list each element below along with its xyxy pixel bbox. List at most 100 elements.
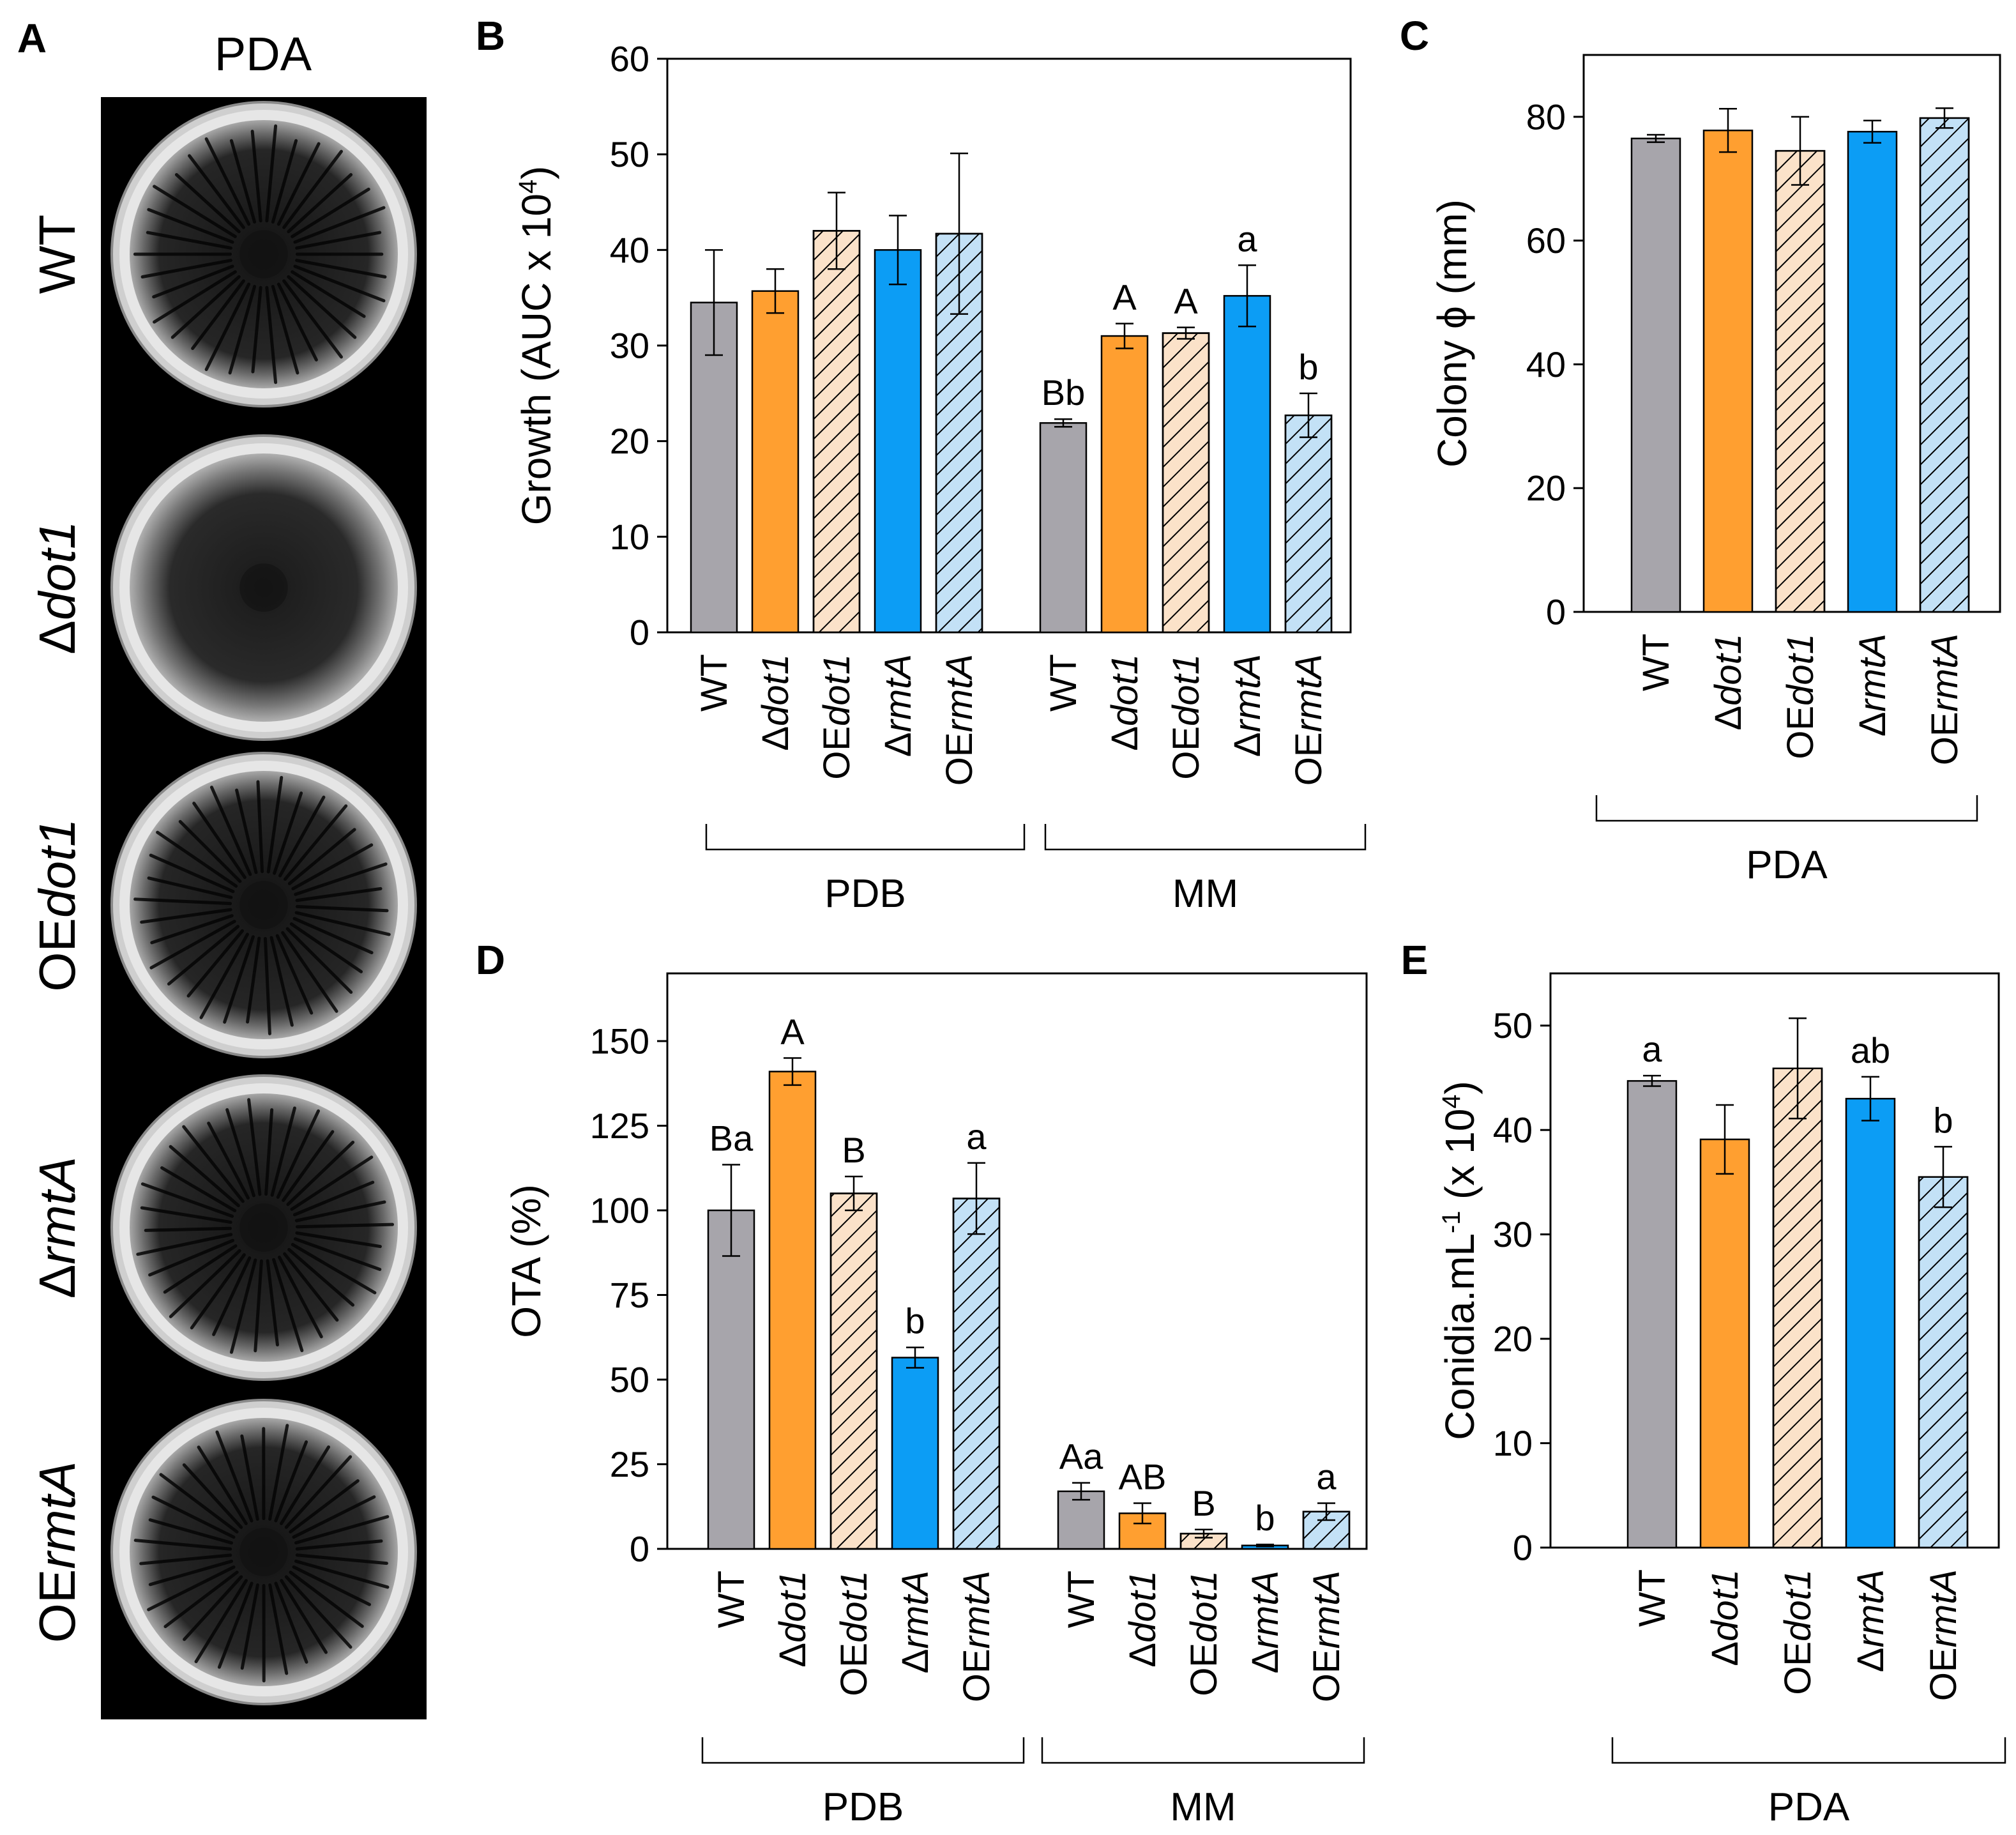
group-label-PDA: PDA — [1746, 843, 1828, 887]
colony-radial-streak — [281, 931, 338, 1013]
colony-radial-streak — [292, 917, 374, 955]
panel-d-ota-chart: D 0 25 50 75 100 125 150 OTA (%) Ba WT A Δdot1 B OEdot… — [476, 937, 1368, 1829]
colony-radial-streak — [295, 1539, 383, 1551]
colony-radial-streak — [204, 137, 251, 226]
significance-label: b — [1255, 1498, 1275, 1538]
colony-radial-streak — [169, 1249, 241, 1318]
bar-hatch-PDB-3 — [830, 1192, 878, 1550]
bar-hatch-PDA-3 — [1772, 1067, 1823, 1549]
category-label: OErmtA — [1923, 1569, 1964, 1701]
colony-radial-streak — [229, 139, 257, 224]
category-label: Δdot1 — [1708, 634, 1749, 731]
panel-letter-b: B — [476, 13, 505, 59]
colony-radial-streak — [280, 1579, 328, 1654]
y-tick-label: 50 — [610, 1360, 649, 1400]
colony-radial-streak — [159, 1473, 239, 1534]
colony-radial-streak — [250, 130, 262, 223]
colony-radial-streak — [293, 206, 386, 244]
y-tick-label: 50 — [1493, 1005, 1533, 1046]
colony-radial-streak — [229, 1258, 257, 1354]
colony-radial-streak — [256, 780, 264, 874]
colony-radial-streak — [274, 1581, 308, 1664]
y-tick-label: 30 — [1493, 1214, 1533, 1254]
bar-PDB-2 — [768, 1070, 817, 1550]
colony-radial-streak — [186, 929, 244, 998]
bar-group-PDA — [1630, 107, 1970, 613]
colony-radial-streak — [291, 187, 370, 238]
colony-radial-streak — [268, 1424, 289, 1521]
category-label: WT — [693, 654, 735, 712]
bar-PDA-1 — [1630, 137, 1681, 613]
colony-radial-streak — [209, 786, 252, 876]
colony-radial-streak — [266, 1259, 279, 1347]
colony-radial-streak — [270, 1106, 296, 1197]
category-label: WT — [1632, 1569, 1673, 1627]
y-tick-label: 20 — [1526, 468, 1566, 508]
y-tick-label: 10 — [610, 517, 649, 557]
colony-radial-streak — [151, 1495, 236, 1539]
colony-radial-streak — [284, 1455, 352, 1529]
group-bracket-PDA — [1595, 795, 1978, 822]
colony-radial-streak — [271, 139, 298, 224]
significance-label: a — [966, 1116, 987, 1157]
significance-label: A — [1112, 277, 1137, 317]
bar-group-MM — [1057, 1482, 1351, 1550]
colony-radial-streak — [282, 279, 343, 359]
bar-hatch-PDB-3 — [812, 230, 861, 634]
y-tick-label: 40 — [610, 230, 649, 270]
colony-radial-streak — [194, 1579, 248, 1664]
group-label-PDB: PDB — [822, 1785, 904, 1829]
y-axis-label: Growth (AUC x 104) — [513, 166, 559, 526]
significance-label: Aa — [1059, 1436, 1103, 1477]
colony-radial-streak — [149, 920, 236, 970]
colony-radial-streak — [264, 1108, 274, 1196]
y-tick-label: 40 — [1526, 344, 1566, 385]
colony-radial-streak — [284, 1575, 352, 1649]
colony-radial-streak — [150, 914, 234, 945]
category-label: ΔrmtA — [1852, 634, 1893, 736]
colony-radial-streak — [148, 1238, 235, 1277]
colony-radial-streak — [190, 1253, 246, 1330]
y-tick-label: 30 — [610, 326, 649, 366]
colony-radial-streak — [294, 1200, 386, 1222]
group-bracket-MM — [1041, 1737, 1365, 1764]
y-tick-label: 60 — [610, 39, 649, 79]
colony-radial-streak — [160, 1166, 237, 1212]
significance-label: b — [1933, 1100, 1953, 1140]
colony-radial-streak — [171, 275, 241, 339]
group-bracket-PDB — [705, 824, 1026, 851]
bar-MM-4 — [1223, 294, 1271, 634]
colony-radial-streak — [240, 1583, 259, 1670]
colony-radial-streak — [140, 1182, 234, 1218]
colony-radial-streak — [212, 1256, 252, 1336]
colony-radial-streak — [163, 1571, 239, 1629]
colony-radial-streak — [282, 1130, 335, 1202]
colony-center — [239, 1203, 288, 1252]
bar-group-PDB — [690, 152, 983, 634]
category-label: WT — [1043, 654, 1084, 712]
colony-radial-streak — [290, 1155, 374, 1211]
y-tick-label: 100 — [590, 1191, 649, 1231]
plate-1 — [110, 101, 417, 407]
category-label: OEdot1 — [1780, 634, 1821, 759]
panel-letter-c: C — [1400, 13, 1429, 59]
category-label: OErmtA — [1924, 634, 1966, 765]
colony-radial-streak — [275, 934, 314, 1015]
colony-radial-streak — [294, 1515, 390, 1545]
significance-label: A — [1174, 281, 1198, 321]
significance-label: B — [1192, 1483, 1215, 1523]
category-label: OEdot1 — [1777, 1569, 1819, 1695]
group-bracket-MM — [1044, 824, 1367, 851]
y-tick-label: 150 — [590, 1021, 649, 1062]
category-label: Δdot1 — [1704, 1569, 1746, 1666]
colony-radial-streak — [148, 1559, 234, 1587]
category-label: OEdot1 — [816, 654, 858, 780]
colony-radial-streak — [284, 804, 348, 881]
plate-2 — [110, 434, 417, 741]
colony-center — [239, 881, 288, 929]
colony-radial-streak — [293, 1237, 382, 1271]
colony-center — [239, 563, 288, 612]
y-tick-label: 40 — [1493, 1110, 1533, 1150]
